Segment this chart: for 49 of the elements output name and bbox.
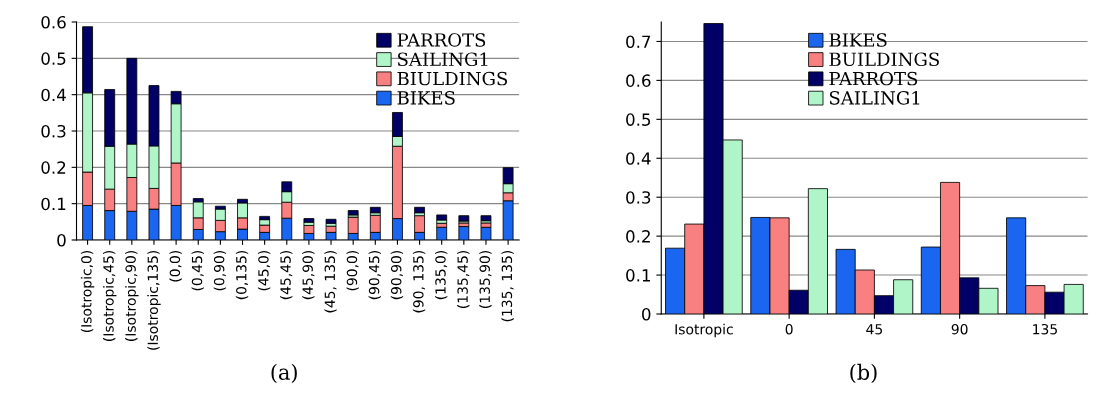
x-tick-label: (0,135) xyxy=(235,250,249,300)
y-tick-label: 0.7 xyxy=(626,35,651,49)
x-tick-label: 90 xyxy=(951,323,968,335)
y-tick-label: 0.6 xyxy=(626,74,651,87)
legend-label: SAILING1 xyxy=(829,90,920,105)
x-tick-label: (45,90) xyxy=(302,250,315,300)
x-tick-label: (90,90) xyxy=(390,250,404,300)
x-tick-label: (Isotropic,135) xyxy=(147,250,161,350)
legend-label: BUILDINGS xyxy=(829,52,939,67)
x-tick-label: (0,90) xyxy=(213,250,227,291)
x-tick-label: (Isotropic,90) xyxy=(125,250,139,341)
legend-label: BIKES xyxy=(829,33,887,47)
x-tick-label: (90,45) xyxy=(368,250,381,300)
text: (b) xyxy=(850,363,877,383)
x-tick-label: (Isotropic,0) xyxy=(80,250,95,333)
y-tick-label: 0.6 xyxy=(41,15,66,29)
legend-label: BIULDINGS xyxy=(397,71,508,86)
y-tick-label: 0.5 xyxy=(41,52,66,65)
x-tick-label: (Isotropic,45) xyxy=(102,250,117,341)
y-tick-label: 0 xyxy=(57,233,66,247)
x-tick-label: 45 xyxy=(866,324,883,335)
y-tick-label: 0.4 xyxy=(41,88,66,102)
x-tick-label: Isotropic xyxy=(675,323,733,338)
x-tick-label: (90,0) xyxy=(346,250,359,291)
x-tick-label: (90, 135) xyxy=(412,250,426,313)
y-tick-label: 0.1 xyxy=(41,197,66,211)
x-tick-label: (45, 135) xyxy=(324,250,337,313)
y-tick-label: 0.5 xyxy=(626,113,651,126)
x-tick-label: (135,45) xyxy=(457,250,470,308)
x-tick-label: (45,0) xyxy=(257,250,271,291)
x-tick-label: (135, 135) xyxy=(501,250,514,322)
y-tick-label: 0.2 xyxy=(41,161,66,174)
text: (a) xyxy=(271,363,297,383)
legend-label: SAILING1 xyxy=(398,52,488,67)
legend-label: BIKES xyxy=(397,90,455,105)
x-tick-label: (45,45) xyxy=(280,250,293,300)
legend-label: PARROTS xyxy=(829,71,918,86)
y-tick-label: 0.3 xyxy=(626,191,651,204)
x-tick-label: (135,0) xyxy=(435,250,448,300)
x-tick-label: (0,45) xyxy=(191,250,204,291)
y-tick-label: 0.2 xyxy=(626,230,650,243)
x-tick-label: 135 xyxy=(1033,323,1057,335)
legend-label: PARROTS xyxy=(397,33,486,47)
x-tick-label: 0 xyxy=(785,323,793,335)
x-tick-label: (135,90) xyxy=(479,250,492,308)
y-tick-label: 0.1 xyxy=(626,269,650,282)
y-tick-label: 0.3 xyxy=(41,124,66,138)
y-tick-label: 0.4 xyxy=(626,152,651,165)
x-tick-label: (0,0) xyxy=(169,250,182,282)
